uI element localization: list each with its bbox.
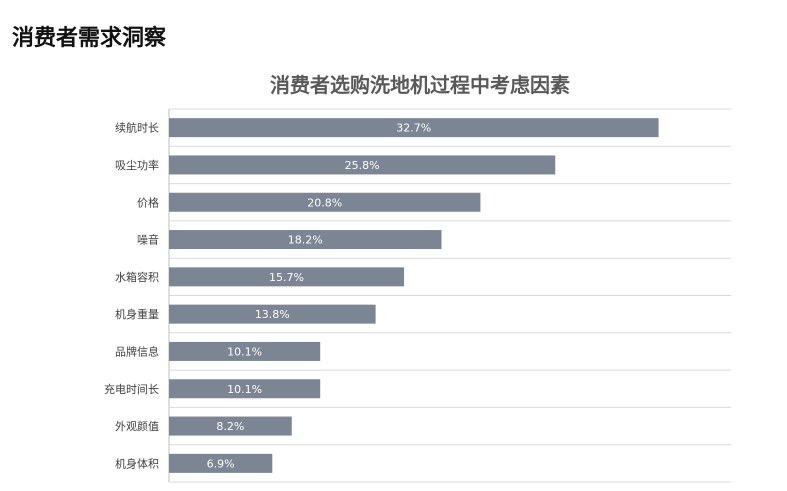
bar — [169, 379, 321, 399]
data-label: 18.2% — [288, 234, 323, 247]
category-label: 外观颜值 — [115, 420, 159, 433]
chart-title: 消费者选购洗地机过程中考虑因素 — [270, 73, 570, 97]
data-label: 25.8% — [345, 159, 380, 172]
data-label: 10.1% — [227, 383, 262, 396]
category-label: 吸尘功率 — [115, 158, 159, 172]
bar — [169, 453, 273, 473]
category-label: 水箱容积 — [115, 270, 159, 284]
bar — [169, 304, 376, 324]
bar — [169, 416, 292, 436]
category-label: 价格 — [137, 195, 159, 209]
category-label: 噪音 — [137, 233, 159, 247]
page-title: 消费者需求洞察 — [12, 26, 167, 51]
data-label: 6.9% — [207, 457, 235, 470]
bar — [169, 341, 321, 361]
category-label: 机身重量 — [115, 307, 159, 321]
bar — [169, 118, 659, 138]
data-label: 10.1% — [227, 345, 262, 358]
bar — [169, 192, 481, 212]
category-label: 续航时长 — [115, 121, 159, 135]
data-label: 15.7% — [269, 271, 304, 284]
bar — [169, 155, 556, 175]
bar — [169, 267, 405, 287]
data-label: 32.7% — [396, 122, 431, 135]
bar — [169, 230, 442, 250]
data-label: 8.2% — [216, 420, 244, 433]
category-label: 品牌信息 — [115, 344, 159, 358]
category-label: 充电时间长 — [104, 382, 159, 396]
category-label: 机身体积 — [115, 456, 159, 470]
data-label: 13.8% — [255, 308, 290, 321]
data-label: 20.8% — [307, 196, 342, 209]
